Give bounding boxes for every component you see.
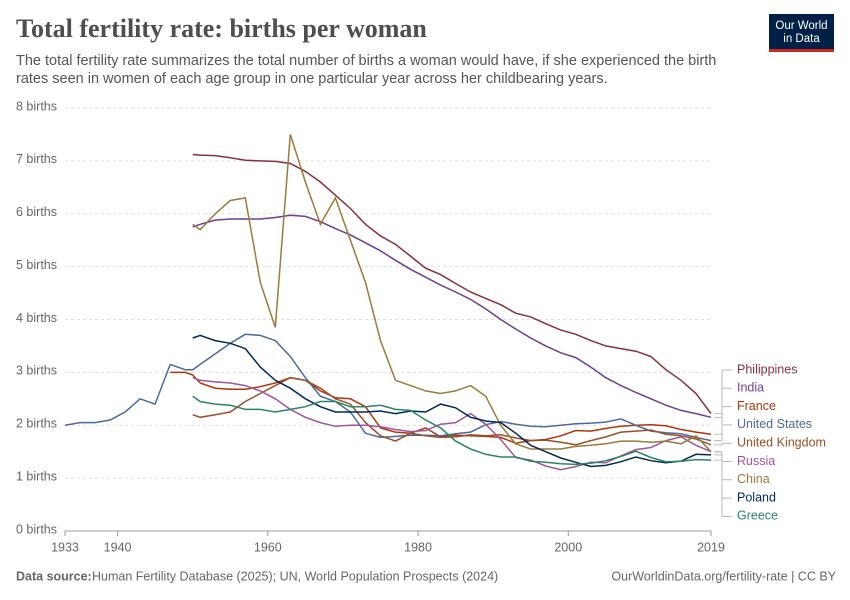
chart-subtitle: The total fertility rate summarizes the … xyxy=(16,53,717,87)
legend-label: China xyxy=(737,472,770,486)
legend-label: Poland xyxy=(737,490,776,504)
x-tick-label: 1960 xyxy=(254,540,282,554)
source: Human Fertility Database (2025); UN, Wor… xyxy=(92,569,498,583)
legend-connector xyxy=(714,442,732,446)
series-line xyxy=(170,371,712,444)
legend-connector xyxy=(714,459,732,517)
logo-line: Our World xyxy=(775,20,828,32)
y-tick-label: 8 births xyxy=(16,99,57,113)
y-tick-label: 3 births xyxy=(16,364,57,378)
legend-connector xyxy=(714,424,732,442)
legend-label: Philippines xyxy=(737,362,797,376)
legend-label: United States xyxy=(737,417,812,431)
legend-label: Greece xyxy=(737,509,778,523)
legend-connector xyxy=(714,451,732,481)
series-line xyxy=(64,333,712,442)
series-line xyxy=(192,376,712,446)
legend-label: United Kingdom xyxy=(737,435,826,449)
chart-title: Total fertility rate: births per woman xyxy=(16,14,427,43)
y-tick-label: 5 births xyxy=(16,258,57,272)
credit[interactable]: OurWorldinData.org/fertility-rate | CC B… xyxy=(611,569,836,583)
x-tick-label: 2019 xyxy=(697,540,725,554)
legend-label: France xyxy=(737,399,776,413)
legend-label: Russia xyxy=(737,454,775,468)
y-tick-label: 4 births xyxy=(16,311,57,325)
x-tick-label: 1980 xyxy=(404,540,432,554)
legend-connector xyxy=(714,387,732,418)
x-tick-label: 1940 xyxy=(104,540,132,554)
x-tick-label: 2000 xyxy=(554,540,582,554)
source-label: Data source: xyxy=(16,569,92,583)
series-line xyxy=(192,395,712,466)
y-tick-label: 6 births xyxy=(16,205,57,219)
series-line xyxy=(192,134,712,453)
y-tick-label: 0 births xyxy=(16,522,57,536)
series-line xyxy=(192,214,712,419)
x-tick-label: 1933 xyxy=(51,540,79,554)
series-line xyxy=(192,334,712,468)
legend-connector xyxy=(714,406,732,435)
y-tick-label: 2 births xyxy=(16,417,57,431)
logo-line: in Data xyxy=(783,33,820,45)
y-tick-label: 7 births xyxy=(16,152,57,166)
legend-label: India xyxy=(737,381,764,395)
y-tick-label: 1 births xyxy=(16,469,57,483)
series-line xyxy=(192,153,712,415)
logo[interactable]: Our World in Data xyxy=(769,14,834,52)
